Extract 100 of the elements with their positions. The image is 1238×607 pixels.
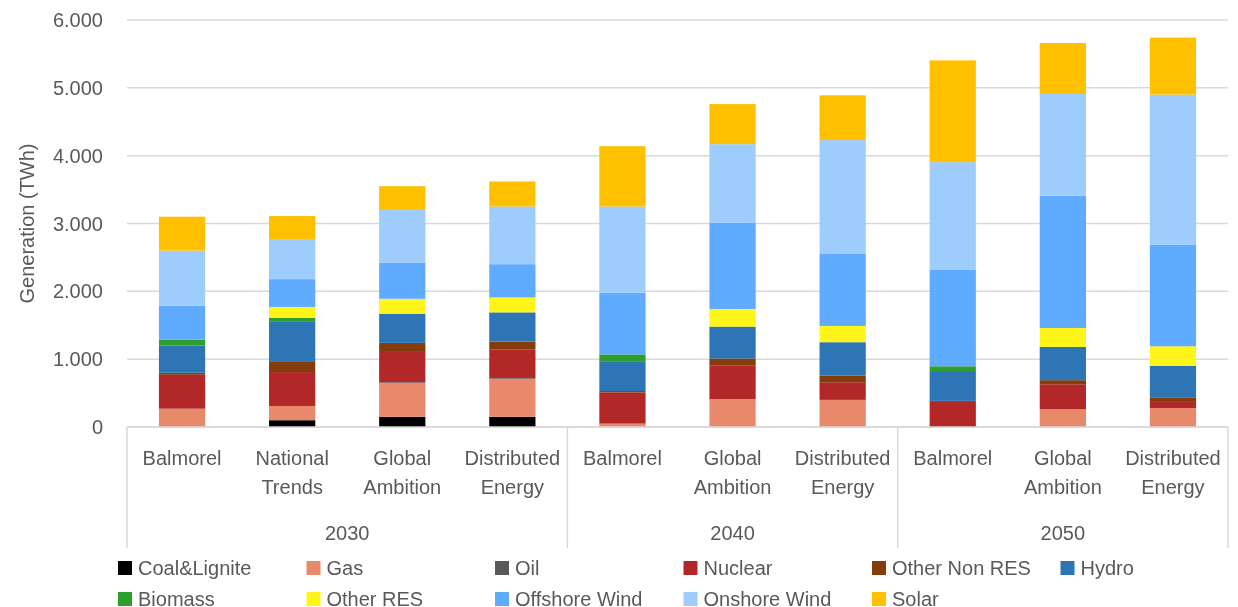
bar [1149, 94, 1197, 245]
legend-label: Biomass [138, 588, 215, 607]
bar [709, 144, 756, 223]
bar [599, 354, 646, 362]
bar [929, 162, 976, 270]
x-tick-label: Distributed Energy [794, 447, 891, 498]
legend-label: Other RES [326, 588, 424, 607]
legend-label: Gas [326, 557, 364, 579]
bar [1149, 244, 1197, 347]
bar [489, 341, 536, 350]
bar [599, 292, 646, 355]
bar [929, 60, 976, 163]
bar [819, 382, 866, 400]
y-tick-label: 5.000 [52, 76, 103, 99]
x-tick-label: Balmorel [142, 447, 222, 469]
bar [599, 206, 646, 293]
bar [158, 216, 206, 251]
bar [709, 104, 756, 145]
bar [819, 399, 866, 427]
legend-label: Onshore Wind [703, 588, 832, 607]
bar [1039, 327, 1086, 347]
x-tick-label: Global Ambition [693, 447, 772, 498]
bar [489, 378, 536, 417]
x-tick-label: Distributed Energy [464, 447, 561, 498]
bar [709, 358, 756, 366]
y-tick-label: 3.000 [52, 212, 103, 235]
bar [819, 325, 866, 343]
bar [819, 95, 866, 141]
bar [269, 239, 316, 280]
bar [1149, 365, 1197, 398]
bar [819, 342, 866, 376]
bar [1039, 43, 1086, 94]
bar [158, 339, 206, 346]
bar [929, 269, 976, 367]
bar [599, 361, 646, 392]
y-tick-label: 6.000 [52, 9, 103, 31]
bar [489, 264, 536, 298]
bar [269, 372, 316, 406]
legend-label: Oil [515, 557, 540, 579]
legend-label: Other Non RES [892, 557, 1031, 579]
text: 2030 [324, 522, 370, 544]
x-tick-label: Global Ambition [363, 447, 442, 498]
bar [379, 351, 426, 383]
bar [489, 181, 536, 207]
text: 2050 [1040, 522, 1086, 544]
bar [599, 392, 646, 424]
bar [269, 306, 316, 318]
bar [489, 297, 536, 313]
bar [1039, 384, 1086, 410]
x-tick-label: National Trends [255, 447, 329, 498]
bar [709, 222, 756, 309]
bar [158, 408, 206, 427]
bar [379, 342, 426, 352]
bar [929, 371, 976, 401]
bar [489, 206, 536, 265]
bar [1149, 37, 1197, 95]
bar [709, 399, 756, 427]
x-tick-label: Global Ambition [1023, 447, 1102, 498]
bar [379, 186, 426, 210]
y-axis-title: Generation (TWh) [16, 143, 38, 304]
x-tick-label: Balmorel [582, 447, 662, 469]
legend-label: Offshore Wind [515, 588, 643, 607]
bar [1039, 380, 1086, 385]
bar [269, 321, 316, 362]
bar [1039, 346, 1086, 381]
bar [1149, 397, 1197, 402]
bar [1039, 93, 1086, 196]
bar [1039, 409, 1086, 427]
bar [379, 209, 426, 263]
bar [1149, 401, 1197, 409]
y-tick-label: 4.000 [52, 144, 103, 167]
legend-label: Solar [892, 588, 940, 607]
bar [158, 374, 206, 409]
bar [1039, 195, 1086, 328]
bar [929, 366, 976, 372]
text: 2040 [710, 522, 755, 544]
legend-label: Hydro [1080, 557, 1134, 579]
bar [379, 262, 426, 299]
bar [709, 365, 756, 400]
bar [269, 361, 316, 373]
bar [709, 308, 756, 327]
bar [489, 312, 536, 342]
legend-label: Coal&Lignite [138, 557, 252, 579]
bar [819, 140, 866, 255]
bar [819, 254, 866, 326]
bar [489, 349, 536, 379]
bar [379, 298, 426, 314]
legend-label: Nuclear [703, 557, 773, 579]
bar [379, 382, 426, 417]
x-tick-label: Balmorel [913, 447, 993, 469]
bar [819, 375, 866, 383]
bar [1149, 346, 1197, 366]
bar [269, 216, 316, 240]
bar [269, 317, 316, 322]
bar [158, 372, 206, 375]
bar [158, 250, 206, 306]
bar [158, 345, 206, 373]
bar [599, 146, 646, 207]
bar [929, 401, 976, 427]
bar [1149, 408, 1197, 427]
